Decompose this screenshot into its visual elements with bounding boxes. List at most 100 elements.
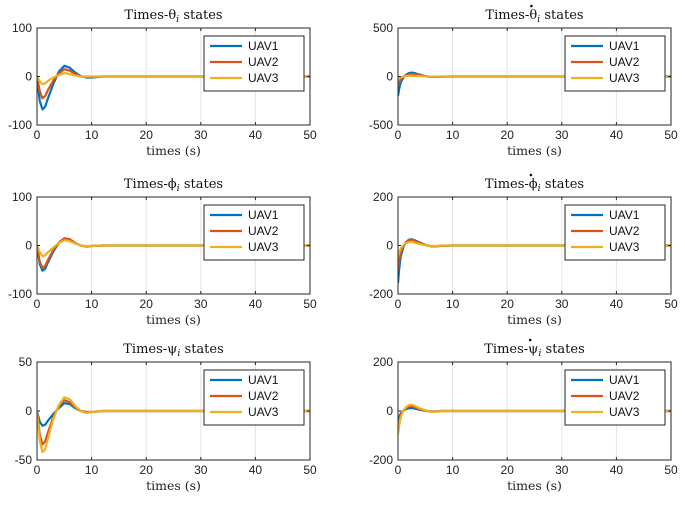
subplot-1-xtick-label-5: 50 [303, 128, 317, 142]
subplot-5-ytick-label-2: 50 [19, 355, 33, 369]
subplot-1-ytick-label-0: -100 [8, 118, 32, 132]
subplot-3-ytick-label-1: 0 [25, 239, 32, 253]
subplot-4-title: Times-ϕi states [485, 177, 584, 194]
subplot-3-xtick-label-1: 10 [85, 297, 99, 311]
subplot-3-xtick-label-4: 40 [249, 297, 263, 311]
subplot-2-xtick-label-3: 30 [555, 128, 569, 142]
subplot-4-series-uav3 [398, 240, 671, 257]
subplot-5-xtick-label-1: 10 [85, 463, 99, 477]
subplot-2-ytick-label-0: -500 [369, 118, 393, 132]
subplot-2-xtick-label-0: 0 [395, 128, 402, 142]
subplot-5-legend-label-uav2: UAV2 [248, 389, 279, 403]
subplot-4-legend-label-uav3: UAV3 [609, 240, 640, 254]
subplot-2-legend-label-uav2: UAV2 [609, 55, 640, 69]
subplot-4-xtick-label-4: 40 [610, 297, 624, 311]
subplot-5-xtick-label-3: 30 [194, 463, 208, 477]
subplot-3-xtick-label-3: 30 [194, 297, 208, 311]
subplot-5-title: Times-ψi states [123, 342, 224, 359]
subplot-3-xtick-label-2: 20 [140, 297, 154, 311]
subplot-2-ytick-label-1: 0 [386, 70, 393, 84]
subplot-2-xtick-label-4: 40 [610, 128, 624, 142]
subplot-4-xlabel: times (s) [507, 312, 562, 327]
subplot-5-xlabel: times (s) [146, 478, 201, 493]
subplot-1-ytick-label-2: 100 [12, 21, 32, 35]
subplot-3-legend-label-uav1: UAV1 [248, 208, 279, 222]
subplot-1-title: Times-θi states [124, 8, 222, 25]
subplot-3-series-uav3 [37, 239, 310, 258]
subplot-3-ytick-label-2: 100 [12, 190, 32, 204]
subplot-6-legend-label-uav2: UAV2 [609, 389, 640, 403]
subplot-2-ytick-label-2: 500 [373, 21, 393, 35]
subplot-4-legend-label-uav1: UAV1 [609, 208, 640, 222]
subplot-3-xlabel: times (s) [146, 312, 201, 327]
subplot-6-ytick-label-2: 200 [373, 355, 393, 369]
subplot-1-xlabel: times (s) [146, 143, 201, 158]
subplot-6-ytick-label-1: 0 [386, 404, 393, 418]
subplot-2-series-uav3 [398, 74, 671, 81]
subplot-2-legend-label-uav1: UAV1 [609, 39, 640, 53]
subplot-3-ytick-label-0: -100 [8, 287, 32, 301]
subplot-1-xtick-label-4: 40 [249, 128, 263, 142]
subplot-6-series-uav3 [398, 403, 671, 435]
subplot-1-xtick-label-2: 20 [140, 128, 154, 142]
subplot-5-legend-label-uav3: UAV3 [248, 405, 279, 419]
subplot-1-xtick-label-0: 0 [34, 128, 41, 142]
subplot-6-xtick-label-0: 0 [395, 463, 402, 477]
subplot-1-ytick-label-1: 0 [25, 70, 32, 84]
subplot-1-xtick-label-3: 30 [194, 128, 208, 142]
subplot-3-xtick-label-0: 0 [34, 297, 41, 311]
subplot-6-title-dot [528, 338, 532, 342]
subplot-5-ytick-label-0: -50 [15, 453, 33, 467]
subplot-6-xtick-label-3: 30 [555, 463, 569, 477]
subplot-6-xtick-label-4: 40 [610, 463, 624, 477]
subplot-4-xtick-label-3: 30 [555, 297, 569, 311]
subplot-3-title: Times-ϕi states [124, 177, 223, 194]
subplot-1-legend-label-uav2: UAV2 [248, 55, 279, 69]
subplot-6-xtick-label-2: 20 [501, 463, 515, 477]
subplot-5-xtick-label-2: 20 [140, 463, 154, 477]
subplot-4-ytick-label-0: -200 [369, 287, 393, 301]
subplot-2-title-dot [530, 4, 533, 8]
subplot-6-title: Times-ψi states [484, 342, 585, 359]
subplot-1-legend-label-uav1: UAV1 [248, 39, 279, 53]
subplot-5-legend-label-uav1: UAV1 [248, 373, 279, 387]
subplot-4-xtick-label-5: 50 [664, 297, 678, 311]
subplot-2-title: Times-θi states [485, 8, 583, 25]
subplot-4-title-dot [529, 173, 533, 177]
subplot-4-legend-label-uav2: UAV2 [609, 224, 640, 238]
subplot-2-xtick-label-2: 20 [501, 128, 515, 142]
subplot-4-xtick-label-0: 0 [395, 297, 402, 311]
subplot-2-legend-label-uav3: UAV3 [609, 71, 640, 85]
subplot-5-xtick-label-0: 0 [34, 463, 41, 477]
subplot-6-legend-label-uav3: UAV3 [609, 405, 640, 419]
subplot-4-ytick-label-2: 200 [373, 190, 393, 204]
subplot-6-xlabel: times (s) [507, 478, 562, 493]
subplot-2-xtick-label-1: 10 [446, 128, 460, 142]
subplot-1-legend-label-uav3: UAV3 [248, 71, 279, 85]
subplot-6-ytick-label-0: -200 [369, 453, 393, 467]
subplot-1-series-uav3 [37, 72, 310, 86]
subplot-4-xtick-label-1: 10 [446, 297, 460, 311]
subplot-5-xtick-label-5: 50 [303, 463, 317, 477]
subplot-3-legend-label-uav2: UAV2 [248, 224, 279, 238]
subplot-5-xtick-label-4: 40 [249, 463, 263, 477]
subplot-3-legend-label-uav3: UAV3 [248, 240, 279, 254]
subplot-4-ytick-label-1: 0 [386, 239, 393, 253]
subplot-6-legend-label-uav1: UAV1 [609, 373, 640, 387]
subplot-5-ytick-label-1: 0 [25, 404, 32, 418]
subplot-5-series-uav3 [37, 396, 310, 454]
subplot-1-xtick-label-1: 10 [85, 128, 99, 142]
subplot-3-xtick-label-5: 50 [303, 297, 317, 311]
subplot-2-xtick-label-5: 50 [664, 128, 678, 142]
subplot-6-xtick-label-5: 50 [664, 463, 678, 477]
subplot-6-xtick-label-1: 10 [446, 463, 460, 477]
subplot-2-xlabel: times (s) [507, 143, 562, 158]
subplot-4-xtick-label-2: 20 [501, 297, 515, 311]
